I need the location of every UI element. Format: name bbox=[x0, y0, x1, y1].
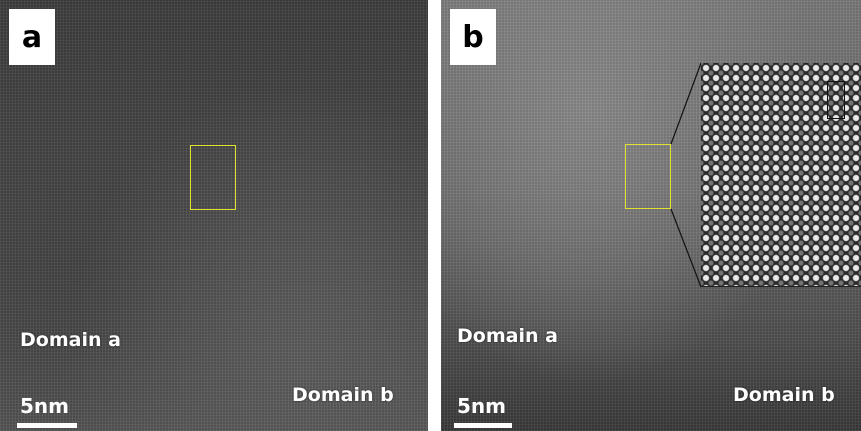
lattice-zoom-inset bbox=[701, 63, 861, 287]
zoom-line-top bbox=[670, 62, 702, 145]
zoom-line-bottom bbox=[670, 208, 702, 288]
domain-a-label: Domain a bbox=[20, 329, 121, 351]
scale-label: 5nm bbox=[20, 394, 69, 418]
scale-bar bbox=[454, 423, 512, 428]
roi-box-b bbox=[625, 144, 671, 209]
scale-bar bbox=[17, 423, 77, 428]
zoom-connector-lines bbox=[670, 62, 702, 288]
unit-cell-box bbox=[827, 81, 845, 119]
scale-label: 5nm bbox=[457, 394, 506, 418]
panel-label-a: a bbox=[9, 9, 55, 65]
domain-b-label: Domain b bbox=[733, 384, 835, 406]
panel-label-b: b bbox=[450, 9, 496, 65]
domain-b-label: Domain b bbox=[292, 384, 394, 406]
tem-image-a bbox=[0, 0, 428, 431]
roi-box-a bbox=[190, 145, 236, 210]
tem-panel-b: b Domain a Domain b 5nm bbox=[441, 0, 861, 431]
domain-a-label: Domain a bbox=[457, 325, 558, 347]
tem-panel-a: a Domain a Domain b 5nm bbox=[0, 0, 428, 431]
